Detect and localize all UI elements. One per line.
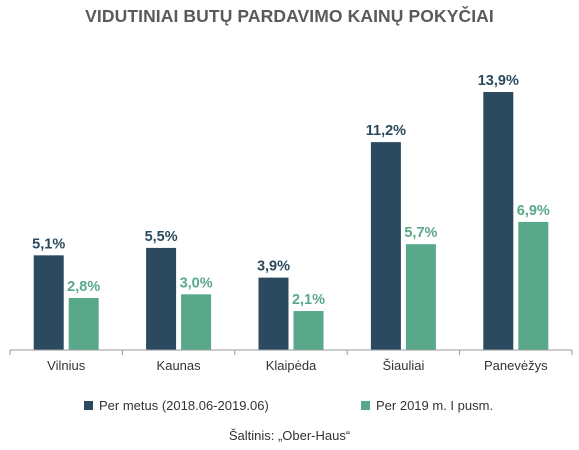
bar — [518, 221, 549, 350]
bar — [33, 255, 64, 350]
chart-title: VIDUTINIAI BUTŲ PARDAVIMO KAINŲ POKYČIAI — [85, 6, 494, 26]
bar — [146, 247, 177, 350]
legend-item-series-2: Per 2019 m. I pusm. — [361, 397, 493, 413]
data-label: 5,1% — [32, 236, 65, 252]
legend-swatch-series-1 — [84, 400, 93, 410]
bar — [181, 294, 212, 350]
data-label: 3,9% — [257, 259, 290, 275]
data-label: 5,7% — [404, 225, 437, 241]
data-label: 2,1% — [292, 292, 325, 308]
data-label: 3,0% — [180, 275, 213, 291]
bar — [370, 142, 401, 350]
x-tick-label: Vilnius — [47, 358, 86, 373]
x-tick-label: Kaunas — [157, 358, 202, 373]
x-tick-label: Panevėžys — [484, 358, 548, 373]
data-label: 13,9% — [478, 73, 519, 89]
bar — [293, 311, 324, 350]
x-tick-label: Šiauliai — [382, 358, 424, 373]
bar — [483, 92, 514, 350]
data-label: 5,5% — [145, 229, 178, 245]
legend-item-series-1: Per metus (2018.06-2019.06) — [84, 397, 269, 413]
legend-swatch-series-2 — [361, 400, 370, 410]
data-label: 2,8% — [67, 279, 100, 295]
data-label: 11,2% — [366, 123, 406, 139]
bar — [405, 244, 436, 350]
bar — [258, 277, 289, 350]
legend-label-series-2: Per 2019 m. I pusm. — [376, 397, 494, 413]
data-label: 6,9% — [517, 203, 550, 219]
source-note: Šaltinis: „Ober-Haus“ — [228, 428, 351, 443]
bar — [68, 298, 99, 350]
legend-label-series-1: Per metus (2018.06-2019.06) — [99, 397, 269, 413]
x-tick-label: Klaipėda — [266, 358, 317, 373]
